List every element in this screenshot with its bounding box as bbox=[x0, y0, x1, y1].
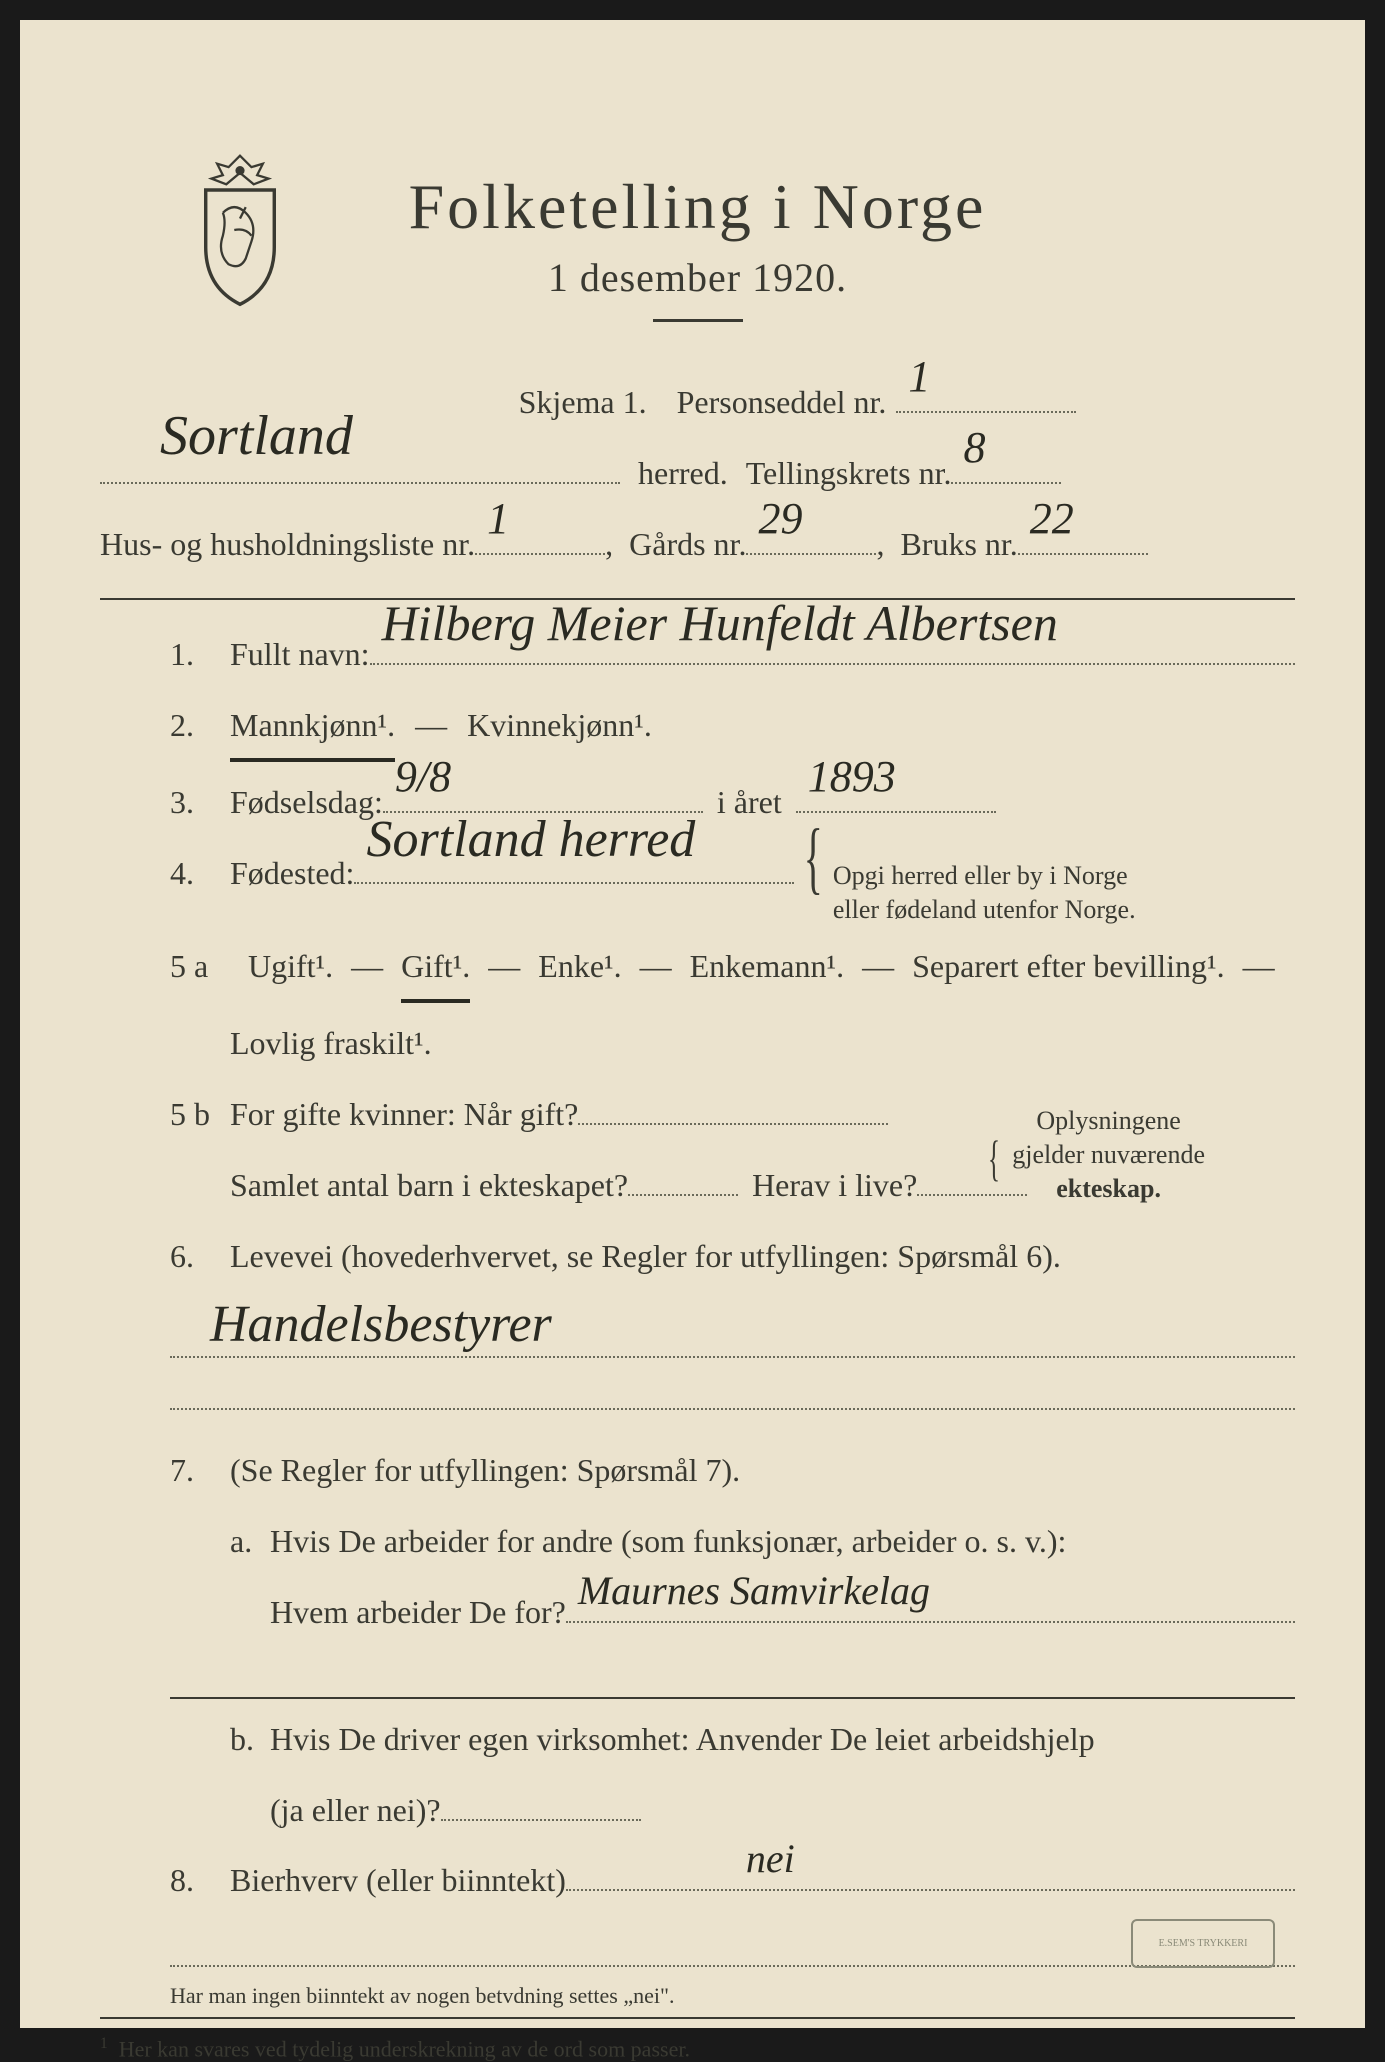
tellingskrets-value: 8 bbox=[963, 406, 985, 490]
personseddel-value: 1 bbox=[908, 335, 930, 419]
q4-note: Opgi herred eller by i Norge eller fødel… bbox=[833, 859, 1136, 927]
q5a-row2: Lovlig fraskilt¹. bbox=[100, 1013, 1295, 1074]
gards-label: Gårds nr. bbox=[629, 514, 746, 575]
q1-row: 1. Fullt navn: Hilberg Meier Hunfeldt Al… bbox=[100, 624, 1295, 685]
q7a-row2: Hvem arbeider De for? Maurnes Samvirkela… bbox=[100, 1582, 1295, 1643]
meta-row-2: Sortland herred. Tellingskrets nr. 8 bbox=[100, 443, 1295, 504]
q4-value: Sortland herred bbox=[366, 791, 695, 890]
q4-row: 4. Fødested: Sortland herred { Opgi herr… bbox=[100, 843, 1295, 927]
coat-of-arms-icon bbox=[180, 150, 300, 310]
q5a-row: 5 a Ugift¹. — Gift¹. — Enke¹. — Enkemann… bbox=[100, 936, 1295, 1003]
q8-value: nei bbox=[746, 1821, 795, 1897]
q7b-row1: b. Hvis De driver egen virksomhet: Anven… bbox=[100, 1709, 1295, 1770]
printer-stamp: E.SEM'S TRYKKERI bbox=[1131, 1919, 1275, 1968]
footnote-2: 1 Her kan svares ved tydelig underskrekn… bbox=[100, 2035, 1295, 2062]
q2-mann: Mannkjønn¹. bbox=[230, 695, 395, 762]
q7-row: 7. (Se Regler for utfyllingen: Spørsmål … bbox=[100, 1440, 1295, 1501]
q7a-value: Maurnes Samvirkelag bbox=[578, 1553, 930, 1629]
q5b-row1: 5 b For gifte kvinner: Når gift? { Oplys… bbox=[100, 1084, 1295, 1145]
q8-row: 8. Bierhverv (eller biinntekt) nei bbox=[100, 1850, 1295, 1911]
q6-num: 6. bbox=[170, 1226, 230, 1287]
q2-kvinne: Kvinnekjønn¹. bbox=[467, 695, 652, 756]
bruks-value: 22 bbox=[1030, 477, 1074, 561]
q8-label: Bierhverv (eller biinntekt) bbox=[230, 1850, 566, 1911]
footnote-1: Har man ingen biinntekt av nogen betvdni… bbox=[100, 1983, 1295, 2009]
q7-label: (Se Regler for utfyllingen: Spørsmål 7). bbox=[230, 1440, 740, 1501]
census-form-page: Folketelling i Norge 1 desember 1920. Sk… bbox=[0, 0, 1385, 2048]
q2-row: 2. Mannkjønn¹. — Kvinnekjønn¹. bbox=[100, 695, 1295, 762]
q3-row: 3. Fødselsdag: 9/8 i året 1893 bbox=[100, 772, 1295, 833]
q7-num: 7. bbox=[170, 1440, 230, 1501]
footer-rule bbox=[100, 2017, 1295, 2019]
hushold-label: Hus- og husholdningsliste nr. bbox=[100, 514, 475, 575]
herred-label: herred. bbox=[638, 443, 728, 504]
q3-label: Fødselsdag: bbox=[230, 772, 383, 833]
q7a-rule bbox=[170, 1653, 1295, 1699]
hushold-value: 1 bbox=[487, 477, 509, 561]
q2-num: 2. bbox=[170, 695, 230, 756]
form-header: Folketelling i Norge 1 desember 1920. bbox=[100, 170, 1295, 322]
q7b-row2: (ja eller nei)? bbox=[100, 1780, 1295, 1841]
q1-value: Hilberg Meier Hunfeldt Albertsen bbox=[382, 576, 1058, 671]
q5a-gift: Gift¹. bbox=[401, 936, 470, 1003]
q5a-num: 5 a bbox=[170, 936, 230, 997]
q4-num: 4. bbox=[170, 843, 230, 904]
title-rule bbox=[653, 319, 743, 322]
q5b-num: 5 b bbox=[170, 1084, 230, 1145]
skjema-label: Skjema 1. bbox=[519, 372, 647, 433]
q3-year: 1893 bbox=[808, 735, 896, 819]
q1-label: Fullt navn: bbox=[230, 624, 370, 685]
q6-label: Levevei (hovederhvervet, se Regler for u… bbox=[230, 1226, 1061, 1287]
q8-num: 8. bbox=[170, 1850, 230, 1911]
q3-year-label: i året bbox=[717, 772, 782, 833]
q4-label: Fødested: bbox=[230, 843, 354, 904]
gards-value: 29 bbox=[758, 477, 802, 561]
personseddel-label: Personseddel nr. bbox=[677, 372, 887, 433]
q6-value: Handelsbestyrer bbox=[210, 1295, 552, 1354]
q3-num: 3. bbox=[170, 772, 230, 833]
meta-row-3: Hus- og husholdningsliste nr. 1 , Gårds … bbox=[100, 514, 1295, 575]
bruks-label: Bruks nr. bbox=[900, 514, 1017, 575]
q6-line1: Handelsbestyrer bbox=[170, 1296, 1295, 1358]
q6-line2 bbox=[170, 1358, 1295, 1410]
q6-row: 6. Levevei (hovederhvervet, se Regler fo… bbox=[100, 1226, 1295, 1287]
q8-line2 bbox=[170, 1921, 1295, 1967]
q5b-side-note: { Oplysningene gjelder nuværende ekteska… bbox=[1012, 1104, 1205, 1205]
q1-num: 1. bbox=[170, 624, 230, 685]
herred-value: Sortland bbox=[160, 383, 353, 489]
